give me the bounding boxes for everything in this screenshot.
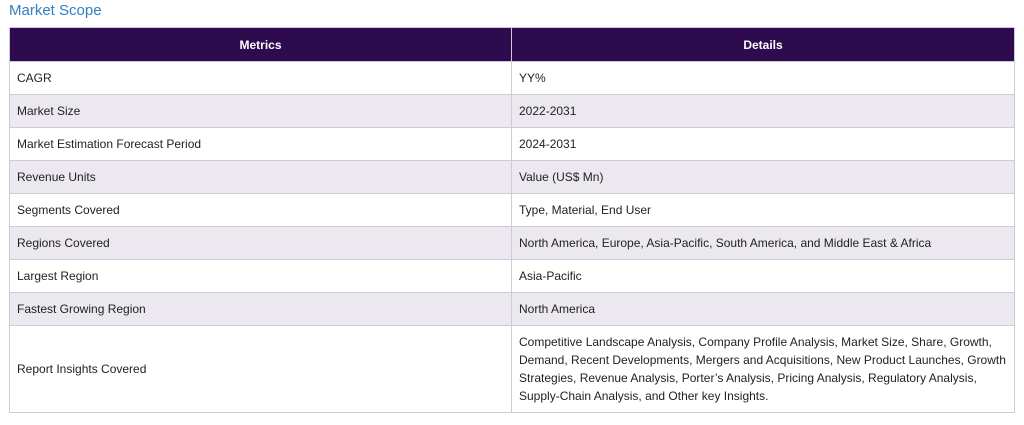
metric-cell: Revenue Units	[9, 160, 512, 194]
detail-cell: Value (US$ Mn)	[511, 160, 1015, 194]
table-row: Largest Region Asia-Pacific	[9, 259, 1015, 293]
metric-cell: Segments Covered	[9, 193, 512, 227]
section-heading: Market Scope	[9, 2, 102, 19]
table-row: Market Estimation Forecast Period 2024-2…	[9, 127, 1015, 161]
header-details: Details	[511, 27, 1015, 62]
table-row: Regions Covered North America, Europe, A…	[9, 226, 1015, 260]
table-row: Fastest Growing Region North America	[9, 292, 1015, 326]
metric-cell: Regions Covered	[9, 226, 512, 260]
table-row: Report Insights Covered Competitive Land…	[9, 325, 1015, 413]
metric-cell: Largest Region	[9, 259, 512, 293]
detail-cell: Type, Material, End User	[511, 193, 1015, 227]
detail-cell: North America	[511, 292, 1015, 326]
detail-cell: Asia-Pacific	[511, 259, 1015, 293]
detail-cell: Competitive Landscape Analysis, Company …	[511, 325, 1015, 413]
table-row: Segments Covered Type, Material, End Use…	[9, 193, 1015, 227]
metric-cell: CAGR	[9, 61, 512, 95]
table-row: CAGR YY%	[9, 61, 1015, 95]
metric-cell: Report Insights Covered	[9, 325, 512, 413]
market-scope-table: Metrics Details CAGR YY% Market Size 202…	[9, 27, 1015, 413]
detail-cell: YY%	[511, 61, 1015, 95]
table-row: Market Size 2022-2031	[9, 94, 1015, 128]
detail-cell: North America, Europe, Asia-Pacific, Sou…	[511, 226, 1015, 260]
table-header-row: Metrics Details	[9, 27, 1015, 62]
detail-cell: 2024-2031	[511, 127, 1015, 161]
metric-cell: Market Estimation Forecast Period	[9, 127, 512, 161]
detail-cell: 2022-2031	[511, 94, 1015, 128]
table-row: Revenue Units Value (US$ Mn)	[9, 160, 1015, 194]
metric-cell: Market Size	[9, 94, 512, 128]
metric-cell: Fastest Growing Region	[9, 292, 512, 326]
header-metrics: Metrics	[9, 27, 512, 62]
